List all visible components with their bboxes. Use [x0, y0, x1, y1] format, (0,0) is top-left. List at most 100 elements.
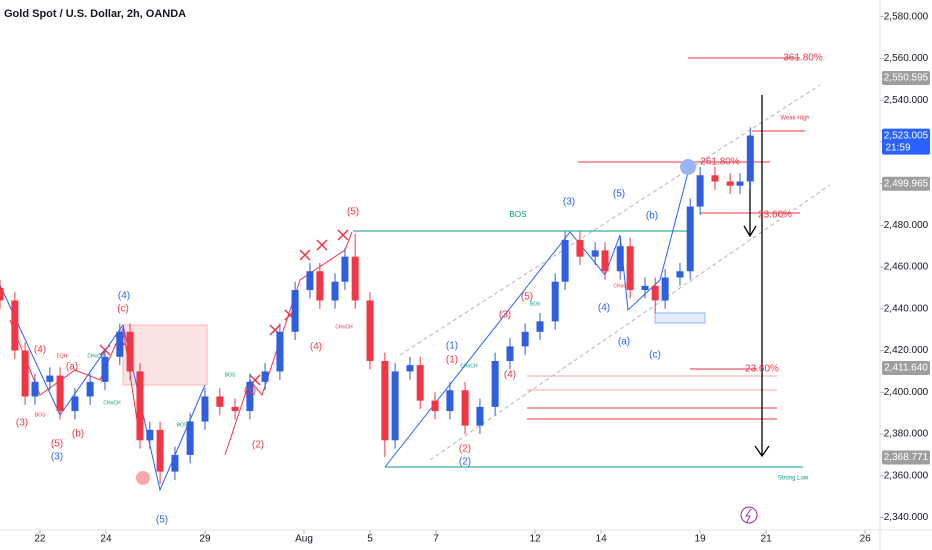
- x-tick-label: Aug: [295, 534, 313, 545]
- y-tick-label: 2,400.000: [884, 387, 929, 398]
- candle-body: [641, 285, 649, 291]
- x-tick-label: 26: [860, 534, 872, 545]
- candle-body: [116, 331, 124, 357]
- annotation: (1): [446, 355, 458, 366]
- y-tick-label: 2,380.000: [884, 429, 929, 440]
- annotation: (2): [459, 457, 471, 468]
- candle-body: [306, 271, 314, 291]
- x-tick-label: 24: [100, 534, 112, 545]
- candle-body: [136, 371, 144, 441]
- annotation: (4): [504, 370, 516, 381]
- price-label: 2,550.595: [884, 73, 929, 84]
- annotation: (c): [117, 304, 129, 315]
- alert-icon[interactable]: [740, 506, 758, 524]
- candle-body: [521, 331, 529, 347]
- annotation: (c): [649, 350, 661, 361]
- candle-body: [601, 250, 609, 272]
- candle-body: [391, 371, 399, 441]
- candle-body: [341, 256, 349, 282]
- annotation: CHoCH: [460, 363, 478, 369]
- annotation: (3): [563, 197, 575, 208]
- candle-body: [491, 360, 499, 407]
- annotation: (5): [613, 189, 625, 200]
- candle-body: [366, 300, 374, 361]
- annotation: (5): [51, 439, 63, 450]
- candle-body: [711, 175, 719, 182]
- y-tick-label: 2,420.000: [884, 345, 929, 356]
- candle-body: [736, 181, 744, 186]
- candle-body: [246, 381, 254, 412]
- y-tick-label: 2,580.000: [884, 11, 929, 22]
- candle-body: [231, 406, 239, 412]
- candle-body: [696, 175, 704, 207]
- y-tick-label: 2,460.000: [884, 262, 929, 273]
- candle-body: [201, 396, 209, 422]
- annotation: (3): [51, 452, 63, 463]
- annotation: (4): [118, 291, 130, 302]
- x-tick-label: 19: [695, 534, 707, 545]
- candle-body: [56, 375, 64, 412]
- candle-body: [171, 454, 179, 472]
- annotation: Weak High: [780, 116, 809, 122]
- candle-body: [551, 281, 559, 322]
- candle-body: [276, 331, 284, 372]
- price-label-box: [882, 128, 930, 155]
- price-label-box: [882, 360, 930, 375]
- candle-body: [156, 429, 164, 472]
- annotation: (4): [598, 303, 610, 314]
- annotation: (a): [66, 362, 78, 373]
- y-tick-label: 2,340.000: [884, 512, 929, 523]
- candle-body: [381, 360, 389, 441]
- marker-circle: [680, 159, 696, 175]
- annotation: BOS: [225, 372, 236, 378]
- annotation: 23.60%: [745, 364, 779, 375]
- x-tick-label: 22: [34, 534, 46, 545]
- candle-body: [146, 429, 154, 441]
- annotation: BOS: [510, 210, 527, 219]
- price-label: 2,368.771: [884, 452, 929, 463]
- price-label-box: [882, 450, 930, 465]
- x-tick-label: 29: [199, 534, 211, 545]
- annotation: (1): [446, 341, 458, 352]
- annotation: EQH: [57, 353, 68, 359]
- y-tick-label: 2,360.000: [884, 470, 929, 481]
- annotation: (5): [521, 292, 533, 303]
- x-tick-label: 5: [367, 534, 373, 545]
- candle-body: [351, 256, 359, 301]
- price-label: 2,411.640: [884, 363, 928, 374]
- annotation: (5): [156, 515, 168, 526]
- candle-body: [101, 356, 109, 382]
- candle-body: [461, 390, 469, 426]
- candle-body: [561, 239, 569, 282]
- x-tick-label: 14: [596, 534, 608, 545]
- y-tick-label: 2,480.000: [884, 220, 929, 231]
- price-label-box: [882, 71, 930, 86]
- candle-body: [31, 381, 39, 397]
- candle-body: [746, 135, 754, 182]
- candle-body: [261, 371, 269, 382]
- chart-title: Gold Spot / U.S. Dollar, 2h, OANDA: [4, 8, 186, 20]
- y-tick-label: 2,560.000: [884, 53, 929, 64]
- candle-body: [46, 375, 54, 382]
- candle-body: [431, 400, 439, 412]
- candle-body: [331, 281, 339, 301]
- annotation: 261.80%: [700, 157, 740, 168]
- annotation: CHoCH: [103, 400, 121, 406]
- candle-body: [661, 277, 669, 301]
- candle-body: [0, 287, 4, 301]
- candle-body: [651, 285, 659, 301]
- candle-body: [536, 321, 544, 332]
- price-label: 2,523.005: [884, 130, 929, 141]
- price-label-box: [882, 176, 930, 191]
- annotation: (3): [16, 418, 28, 429]
- candle-body: [406, 365, 414, 372]
- candle-body: [676, 271, 684, 278]
- marker-circle: [136, 471, 150, 485]
- annotation: (b): [646, 211, 658, 222]
- annotation: (3): [499, 310, 511, 321]
- candle-body: [686, 206, 694, 272]
- candle-body: [446, 390, 454, 412]
- candle-body: [476, 406, 484, 426]
- x-tick-label: 12: [530, 534, 542, 545]
